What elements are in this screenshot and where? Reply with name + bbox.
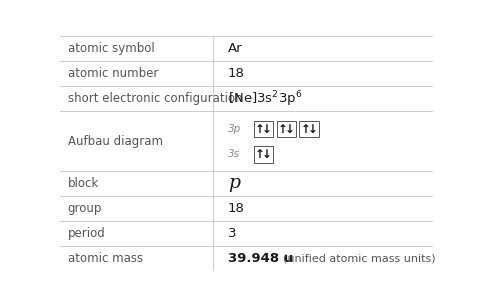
Text: Ar: Ar bbox=[228, 43, 242, 55]
Text: ↓: ↓ bbox=[262, 148, 272, 161]
Text: ↑: ↑ bbox=[300, 123, 310, 136]
Bar bbox=[299, 121, 318, 137]
Text: 18: 18 bbox=[228, 202, 244, 215]
Text: 39.948 u: 39.948 u bbox=[228, 252, 292, 264]
Text: block: block bbox=[68, 177, 99, 190]
Text: ↓: ↓ bbox=[284, 123, 294, 136]
Text: short electronic configuration: short electronic configuration bbox=[68, 92, 242, 105]
Text: period: period bbox=[68, 227, 105, 240]
Text: ↓: ↓ bbox=[307, 123, 317, 136]
Text: group: group bbox=[68, 202, 102, 215]
Text: $\mathregular{[Ne]3s^{2}3p^{6}}$: $\mathregular{[Ne]3s^{2}3p^{6}}$ bbox=[228, 89, 301, 109]
Bar bbox=[276, 121, 296, 137]
Text: ↑: ↑ bbox=[255, 123, 264, 136]
Bar bbox=[253, 121, 273, 137]
Text: p: p bbox=[228, 174, 240, 192]
Text: 18: 18 bbox=[228, 67, 244, 80]
Text: (unified atomic mass units): (unified atomic mass units) bbox=[282, 253, 435, 263]
Text: Aufbau diagram: Aufbau diagram bbox=[68, 135, 162, 147]
Text: ↓: ↓ bbox=[262, 123, 272, 136]
Text: atomic mass: atomic mass bbox=[68, 252, 143, 264]
Text: 3s: 3s bbox=[228, 149, 240, 159]
Text: 3p: 3p bbox=[228, 124, 240, 134]
Text: ↑: ↑ bbox=[255, 148, 264, 161]
Text: ↑: ↑ bbox=[277, 123, 288, 136]
Text: atomic symbol: atomic symbol bbox=[68, 43, 154, 55]
Text: atomic number: atomic number bbox=[68, 67, 158, 80]
Bar bbox=[253, 146, 273, 163]
Text: 3: 3 bbox=[228, 227, 236, 240]
